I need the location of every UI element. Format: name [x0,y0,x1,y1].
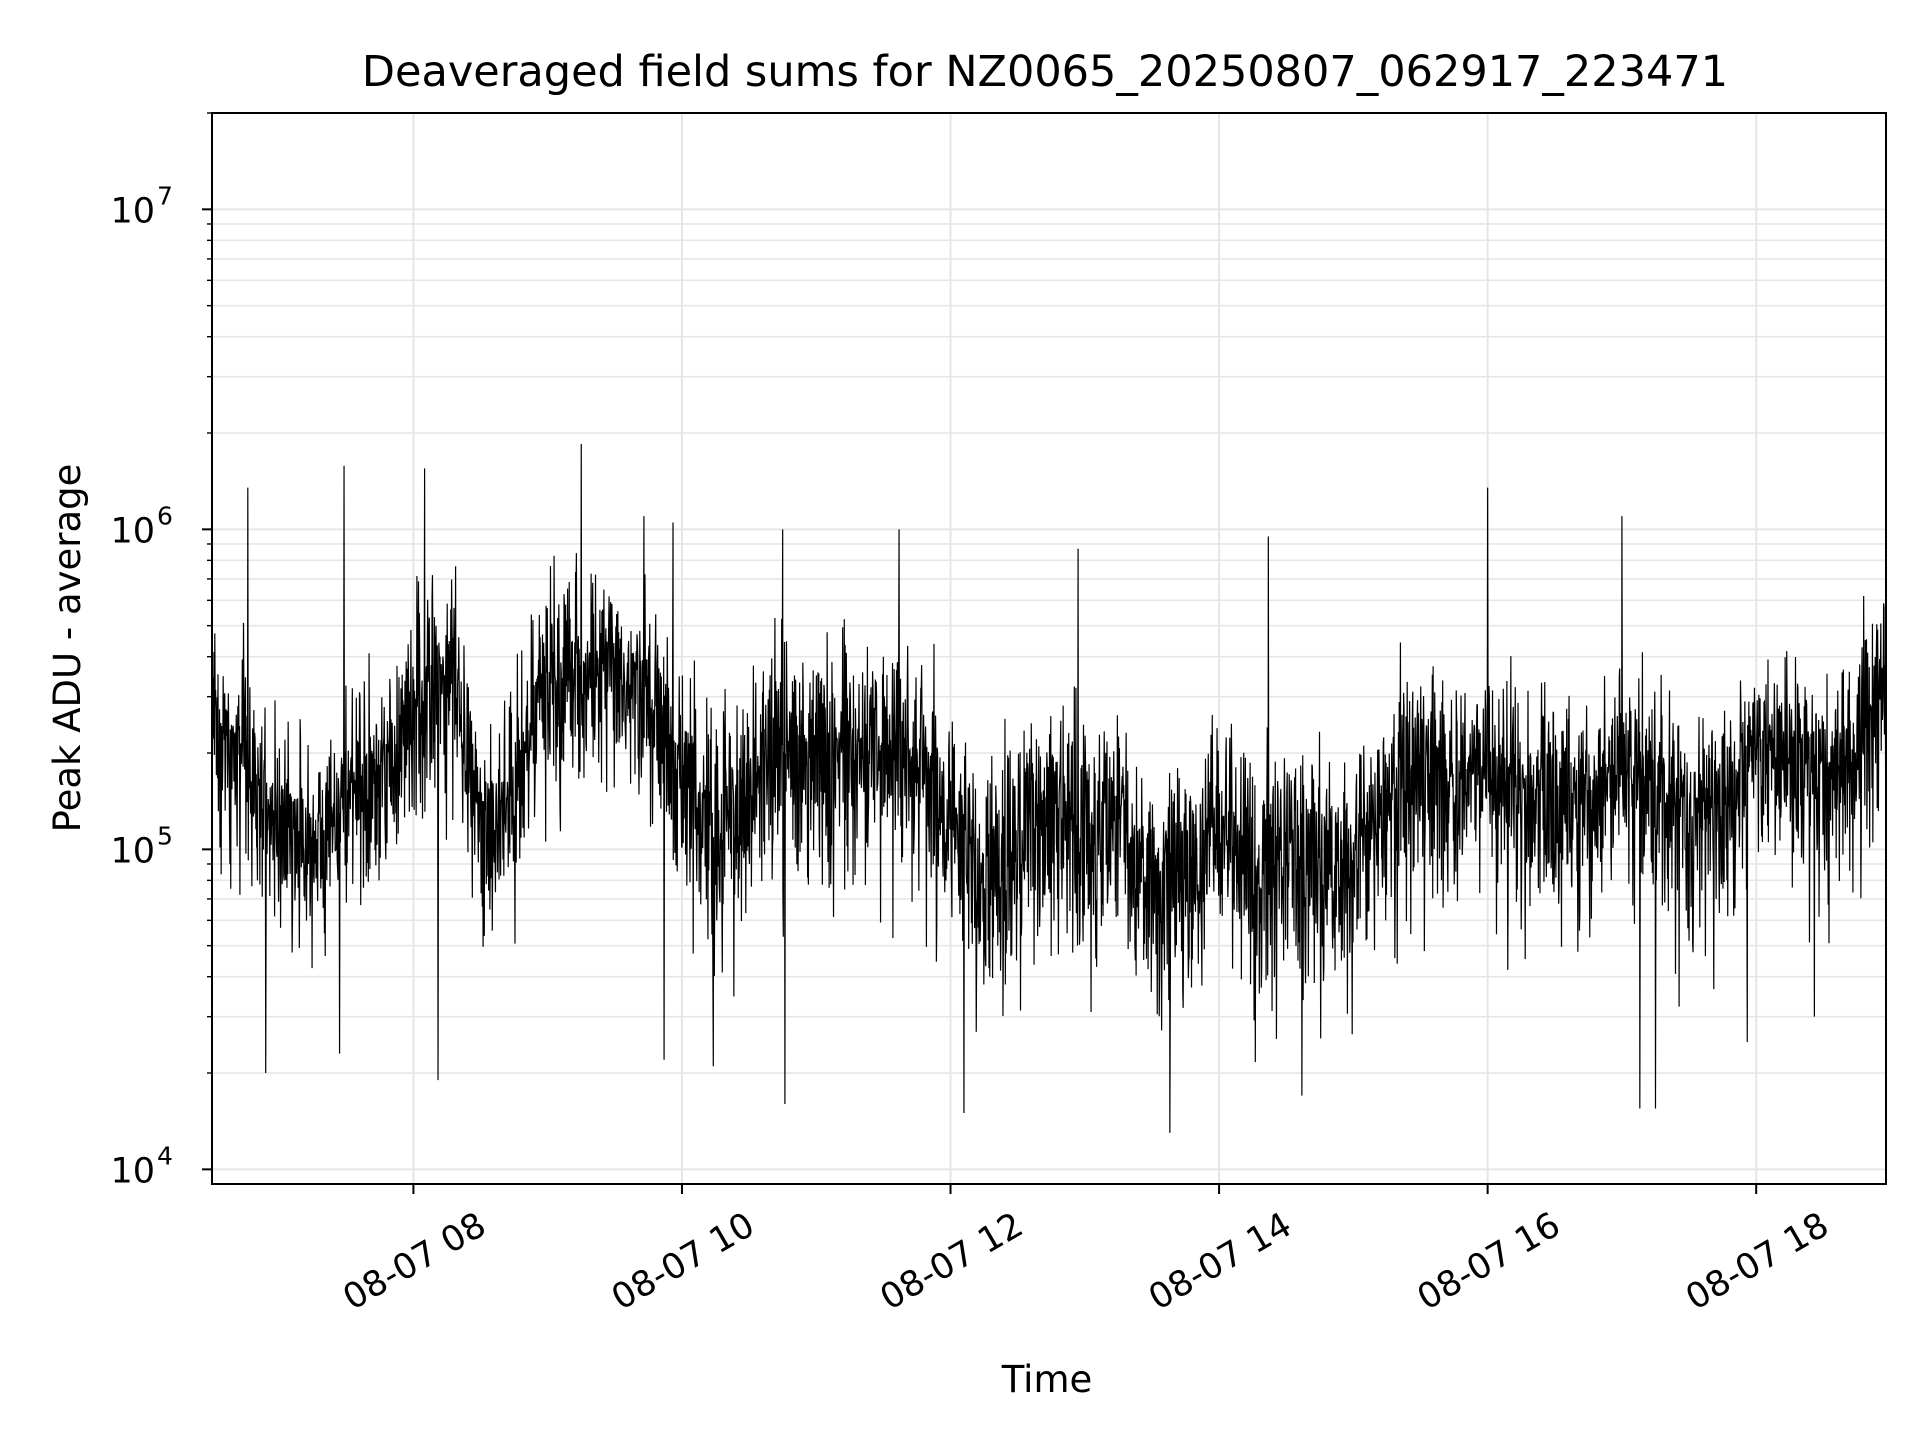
y-tick-label: 10 7 [110,181,172,231]
data-series [212,443,1886,1133]
y-tick-label-exponent: 4 [157,1141,173,1170]
y-tick-label-exponent: 7 [157,181,173,210]
y-tick-label: 10 5 [110,821,172,871]
y-tick-label-exponent: 6 [157,501,173,530]
series-line [212,443,1886,1133]
plot-frame [211,112,1887,1185]
chart-title: Deaveraged field sums for NZ0065_2025080… [362,47,1728,97]
y-tick-label: 10 6 [110,501,172,551]
y-tick-label-base: 10 [110,511,155,551]
y-axis-label: Peak ADU - average [46,464,89,833]
y-tick-label-base: 10 [110,831,155,871]
y-tick-label-base: 10 [110,1151,155,1191]
y-tick-label-exponent: 5 [157,821,173,850]
y-tick-label: 10 4 [110,1141,172,1191]
y-tick-label-base: 10 [110,191,155,231]
x-axis-label: Time [1001,1358,1093,1401]
